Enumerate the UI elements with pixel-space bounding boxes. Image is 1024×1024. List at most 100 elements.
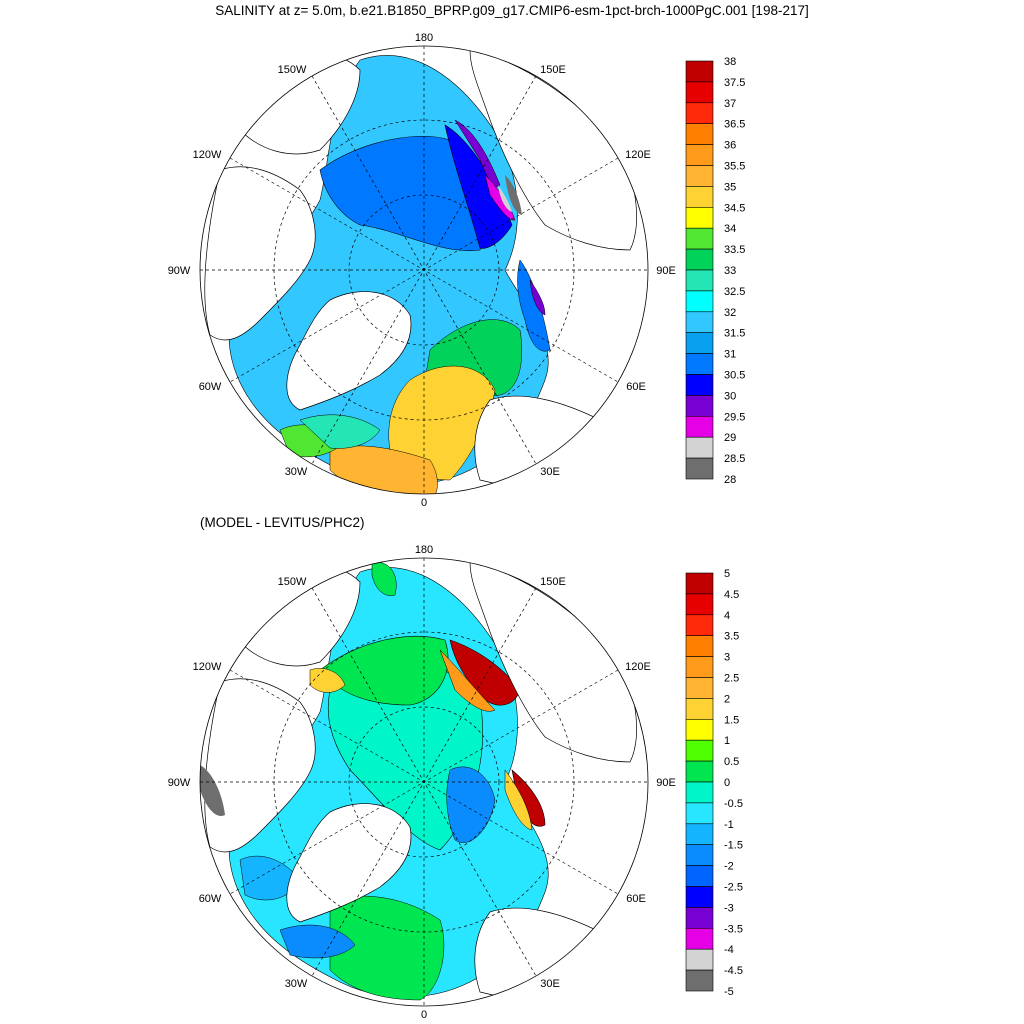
- bottom-lon-labels: 180 150E 120E 90E 60E 30E 0 30W 60W 90W …: [168, 544, 676, 1021]
- colorbar-label: 0.5: [724, 756, 739, 768]
- colorbar-label: 31.5: [724, 328, 745, 340]
- colorbar-swatch: [685, 374, 714, 396]
- colorbar-label: 4: [724, 610, 730, 622]
- colorbar-swatch: [685, 948, 714, 971]
- colorbar-swatch: [685, 969, 714, 992]
- colorbar-swatch: [685, 698, 714, 720]
- top-lon-label: 60E: [626, 381, 646, 393]
- colorbar-swatch: [685, 572, 714, 595]
- bottom-lon-label: 150E: [540, 576, 566, 588]
- colorbar-swatch: [685, 186, 714, 208]
- colorbar-swatch: [685, 60, 714, 83]
- difference-map: [199, 557, 649, 1007]
- colorbar-swatch: [685, 102, 714, 125]
- top-colorbar: 38 37.5 37 36.5 36 35.5 35 34.5 34 33.5 33 32.5 32 31…: [685, 56, 745, 486]
- bottom-colorbar: 5 4.5 4 3.5 3 2.5 2 1.5 1 0.5 0 -0.5 -1 -1.5 -2 -2.5 -3 -…: [685, 568, 743, 998]
- colorbar-label: -1.5: [724, 840, 743, 852]
- colorbar-swatch: [685, 395, 714, 417]
- colorbar-swatch: [685, 823, 714, 845]
- top-lon-label: 120W: [193, 149, 222, 161]
- colorbar-label: -2.5: [724, 882, 743, 894]
- colorbar-swatch: [685, 635, 714, 657]
- colorbar-swatch: [685, 593, 714, 616]
- colorbar-label: 34: [724, 223, 736, 235]
- colorbar-swatch: [685, 457, 714, 480]
- colorbar-swatch: [685, 248, 714, 271]
- colorbar-label: 34.5: [724, 202, 745, 214]
- colorbar-swatch: [685, 311, 714, 333]
- colorbar-swatch: [685, 865, 714, 887]
- colorbar-label: -0.5: [724, 798, 743, 810]
- colorbar-label: 33.5: [724, 244, 745, 256]
- colorbar-label: 31: [724, 349, 736, 361]
- colorbar-swatch: [685, 760, 714, 783]
- colorbar-label: 29.5: [724, 411, 745, 423]
- top-lon-label: 90W: [168, 265, 191, 277]
- colorbar-swatch: [685, 415, 714, 438]
- colorbar-swatch: [685, 207, 714, 229]
- colorbar-label: 3: [724, 652, 730, 664]
- colorbar-label: 0: [724, 777, 730, 789]
- colorbar-label: -5: [724, 986, 734, 998]
- colorbar-label: -4: [724, 944, 734, 956]
- bottom-lon-label: 30E: [540, 978, 560, 990]
- top-lon-label: 0: [421, 497, 427, 509]
- bottom-lon-label: 180: [415, 544, 433, 556]
- colorbar-swatch: [685, 144, 714, 166]
- bottom-lon-label: 0: [421, 1009, 427, 1021]
- colorbar-swatch: [685, 290, 714, 313]
- top-lon-label: 180: [415, 32, 433, 44]
- colorbar-label: 33: [724, 265, 736, 277]
- top-lon-label: 120E: [625, 149, 651, 161]
- colorbar-label: 29: [724, 432, 736, 444]
- colorbar-swatch: [685, 656, 714, 678]
- difference-title: (MODEL - LEVITUS/PHC2): [200, 515, 365, 530]
- bottom-lon-label: 120E: [625, 661, 651, 673]
- colorbar-label: -2: [724, 861, 734, 873]
- colorbar-label: 2.5: [724, 673, 739, 685]
- colorbar-label: -1: [724, 819, 734, 831]
- bottom-lon-label: 60E: [626, 893, 646, 905]
- colorbar-label: 35.5: [724, 161, 745, 173]
- colorbar-swatch: [685, 614, 714, 636]
- colorbar-swatch: [685, 81, 714, 104]
- top-lon-label: 30W: [285, 466, 308, 478]
- colorbar-swatch: [685, 927, 714, 950]
- colorbar-swatch: [685, 781, 714, 804]
- colorbar-label: -3.5: [724, 923, 743, 935]
- colorbar-label: 36: [724, 140, 736, 152]
- bottom-lon-label: 90W: [168, 777, 191, 789]
- bottom-lon-label: 60W: [199, 893, 222, 905]
- colorbar-label: 35: [724, 181, 736, 193]
- colorbar-label: 30.5: [724, 370, 745, 382]
- top-lon-label: 150E: [540, 64, 566, 76]
- colorbar-swatch: [685, 907, 714, 929]
- colorbar-swatch: [685, 802, 714, 825]
- colorbar-label: -3: [724, 902, 734, 914]
- colorbar-swatch: [685, 123, 714, 145]
- colorbar-label: 30: [724, 390, 736, 402]
- top-lon-label: 60W: [199, 381, 222, 393]
- colorbar-swatch: [685, 844, 714, 866]
- colorbar-label: 36.5: [724, 119, 745, 131]
- colorbar-label: 3.5: [724, 631, 739, 643]
- bottom-lon-label: 150W: [278, 576, 307, 588]
- colorbar-label: 28: [724, 474, 736, 486]
- top-lon-label: 30E: [540, 466, 560, 478]
- salinity-map: [199, 45, 649, 495]
- colorbar-label: 32: [724, 307, 736, 319]
- colorbar-swatch: [685, 332, 714, 354]
- page-title: SALINITY at z= 5.0m, b.e21.B1850_BPRP.g0…: [215, 3, 809, 18]
- colorbar-label: 32.5: [724, 286, 745, 298]
- bottom-lon-label: 120W: [193, 661, 222, 673]
- colorbar-swatch: [685, 165, 714, 187]
- colorbar-label: 2: [724, 693, 730, 705]
- top-lon-label: 150W: [278, 64, 307, 76]
- colorbar-label: 1: [724, 735, 730, 747]
- colorbar-swatch: [685, 227, 714, 250]
- top-lon-labels: 180 150E 120E 90E 60E 30E 0 30W 60W 90W …: [168, 32, 676, 509]
- bottom-lon-label: 30W: [285, 978, 308, 990]
- colorbar-swatch: [685, 353, 714, 375]
- colorbar-swatch: [685, 739, 714, 762]
